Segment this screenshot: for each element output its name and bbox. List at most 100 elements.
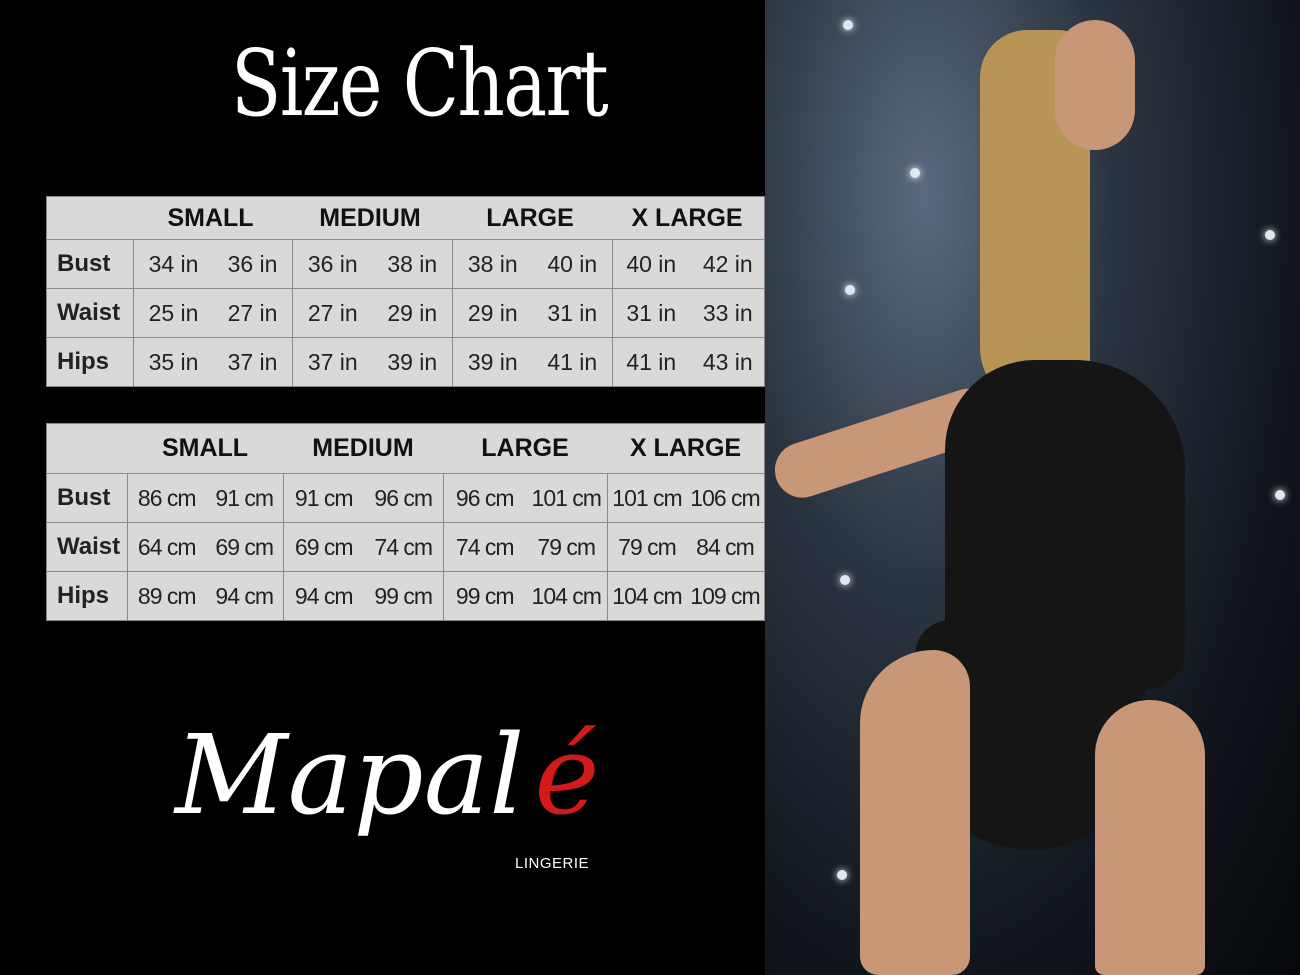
size-group: 99 cm 104 cm — [443, 572, 607, 620]
brand-subtitle: LINGERIE — [515, 855, 590, 872]
size-group: 64 cm 69 cm — [127, 523, 283, 571]
size-group: 29 in 31 in — [452, 289, 612, 337]
size-group: 79 cm 84 cm — [607, 523, 764, 571]
size-group: 37 in 39 in — [292, 338, 452, 386]
measurement-value: 31 in — [626, 299, 677, 326]
brand-name-accent: é — [534, 711, 600, 839]
measurement-label: Hips — [57, 348, 110, 375]
measurement-value: 35 in — [148, 348, 199, 375]
size-group: 40 in 42 in — [612, 240, 766, 288]
size-header: MEDIUM — [312, 434, 414, 462]
measurement-value: 38 in — [387, 250, 438, 277]
size-group: 101 cm 106 cm — [607, 474, 764, 522]
size-header: MEDIUM — [319, 203, 421, 232]
size-group: 89 cm 94 cm — [127, 572, 283, 620]
header-spacer — [47, 197, 131, 239]
table-row: Hips 35 in 37 in 37 in 39 in 39 in 41 in 41 in 4… — [47, 337, 764, 386]
size-header: LARGE — [481, 434, 569, 462]
measurement-value: 79 cm — [537, 533, 596, 560]
measurement-value: 33 in — [702, 299, 753, 326]
measurement-value: 86 cm — [137, 484, 197, 511]
brand-name: Mapal — [175, 711, 525, 839]
measurement-value: 91 cm — [294, 484, 354, 511]
measurement-value: 29 in — [387, 299, 438, 326]
measurement-label: Hips — [57, 582, 110, 609]
model-photo — [765, 0, 1300, 975]
size-group: 94 cm 99 cm — [283, 572, 443, 620]
measurement-value: 39 in — [387, 348, 438, 375]
measurement-label: Waist — [57, 299, 121, 326]
measurement-value: 27 in — [227, 299, 278, 326]
measurement-value: 69 cm — [294, 533, 354, 560]
measurement-value: 69 cm — [215, 533, 274, 560]
size-group: 36 in 38 in — [292, 240, 452, 288]
measurement-value: 94 cm — [215, 582, 274, 609]
size-group: 86 cm 91 cm — [127, 474, 283, 522]
measurement-value: 96 cm — [455, 484, 515, 511]
measurement-value: 37 in — [307, 348, 358, 375]
measurement-value: 27 in — [307, 299, 358, 326]
table-row: Waist 25 in 27 in 27 in 29 in 29 in 31 in 31 in… — [47, 288, 764, 337]
page-title: Size Chart — [231, 30, 609, 137]
header-spacer — [47, 424, 127, 473]
measurement-value: 42 in — [702, 250, 753, 277]
measurement-value: 36 in — [307, 250, 358, 277]
measurement-value: 74 cm — [455, 533, 515, 560]
size-group: 39 in 41 in — [452, 338, 612, 386]
size-group: 38 in 40 in — [452, 240, 612, 288]
size-header: SMALL — [161, 434, 249, 462]
size-group: 69 cm 74 cm — [283, 523, 443, 571]
measurement-value: 41 in — [547, 348, 598, 375]
size-group: 74 cm 79 cm — [443, 523, 607, 571]
table-row: Bust 86 cm 91 cm 91 cm 96 cm 96 cm 101 cm 101 c… — [47, 473, 764, 522]
measurement-value: 91 cm — [215, 484, 274, 511]
measurement-value: 40 in — [626, 250, 677, 277]
size-group: 34 in 36 in — [133, 240, 292, 288]
size-group: 104 cm 109 cm — [607, 572, 764, 620]
header-row: SMALL MEDIUM LARGE X LARGE — [47, 424, 764, 473]
size-chart-centimeters: SMALL MEDIUM LARGE X LARGE Bust 86 cm 91 cm 91 … — [46, 423, 765, 621]
size-group: 27 in 29 in — [292, 289, 452, 337]
size-header: X LARGE — [629, 434, 742, 462]
size-group: 25 in 27 in — [133, 289, 292, 337]
table-row: Bust 34 in 36 in 36 in 38 in 38 in 40 in 40 in 4… — [47, 239, 764, 288]
measurement-value: 41 in — [626, 348, 677, 375]
measurement-value: 43 in — [702, 348, 753, 375]
measurement-value: 109 cm — [690, 582, 760, 609]
size-group: 35 in 37 in — [133, 338, 292, 386]
size-group: 31 in 33 in — [612, 289, 766, 337]
size-header: SMALL — [167, 203, 254, 232]
measurement-value: 36 in — [227, 250, 278, 277]
measurement-value: 84 cm — [696, 533, 755, 560]
measurement-value: 101 cm — [531, 484, 602, 511]
measurement-value: 94 cm — [294, 582, 354, 609]
measurement-value: 37 in — [227, 348, 278, 375]
measurement-value: 29 in — [467, 299, 518, 326]
measurement-value: 31 in — [547, 299, 598, 326]
measurement-value: 74 cm — [374, 533, 433, 560]
measurement-label: Waist — [57, 533, 121, 560]
table-row: Waist 64 cm 69 cm 69 cm 74 cm 74 cm 79 cm 79 cm… — [47, 522, 764, 571]
size-group: 96 cm 101 cm — [443, 474, 607, 522]
size-group: 91 cm 96 cm — [283, 474, 443, 522]
measurement-value: 89 cm — [137, 582, 197, 609]
size-group: 41 in 43 in — [612, 338, 766, 386]
measurement-value: 104 cm — [612, 582, 682, 609]
measurement-value: 99 cm — [374, 582, 433, 609]
measurement-value: 38 in — [467, 250, 518, 277]
measurement-value: 39 in — [467, 348, 518, 375]
measurement-value: 101 cm — [612, 484, 682, 511]
measurement-value: 104 cm — [531, 582, 602, 609]
measurement-label: Bust — [57, 250, 111, 277]
measurement-value: 40 in — [547, 250, 598, 277]
measurement-value: 25 in — [148, 299, 199, 326]
measurement-value: 96 cm — [374, 484, 433, 511]
measurement-value: 79 cm — [618, 533, 677, 560]
header-row: SMALL MEDIUM LARGE X LARGE — [47, 197, 764, 239]
table-row: Hips 89 cm 94 cm 94 cm 99 cm 99 cm 104 cm 104 c… — [47, 571, 764, 620]
measurement-value: 34 in — [148, 250, 199, 277]
measurement-value: 99 cm — [455, 582, 515, 609]
size-header: LARGE — [486, 203, 574, 232]
size-header: X LARGE — [631, 203, 743, 232]
brand-logo: Mapalé — [175, 720, 600, 830]
